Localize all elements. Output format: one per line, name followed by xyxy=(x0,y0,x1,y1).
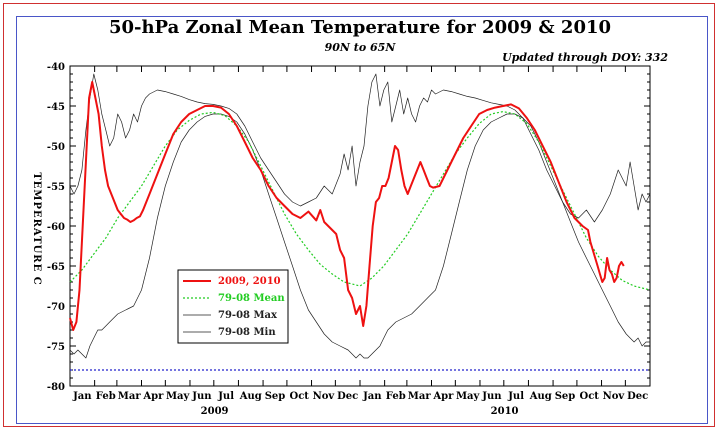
x-tick-label: Jul xyxy=(217,391,234,402)
outer-frame xyxy=(3,3,715,427)
legend-label-mean: 79-08 Mean xyxy=(218,293,285,304)
y-axis: -40 -45 -50 -55 -60 -65 -70 -75 -80 xyxy=(47,62,650,393)
x-axis: Jan Feb Mar Apr May Jun Jul Aug Sep Oct Nov Dec Jan F… xyxy=(69,66,648,417)
chart-subtitle: 90N to 65N xyxy=(325,41,397,54)
x-tick-label: Nov xyxy=(603,391,626,402)
x-tick-label: Aug xyxy=(529,391,552,402)
inner-frame xyxy=(16,16,708,424)
x-tick-label: Mar xyxy=(118,391,142,402)
x-tick-label: Feb xyxy=(96,391,116,402)
x-tick-label: Jan xyxy=(362,391,382,402)
update-note: Updated through DOY: 332 xyxy=(502,51,668,64)
plot-area xyxy=(69,65,651,387)
x-tick-label: Mar xyxy=(408,391,432,402)
legend-box xyxy=(177,269,289,344)
x-tick-label: Sep xyxy=(555,391,576,402)
x-tick-label: May xyxy=(166,391,191,402)
y-tick-label: -55 xyxy=(47,182,65,193)
y-tick-label: -60 xyxy=(47,222,65,233)
series-line-observed xyxy=(69,81,625,331)
x-tick-label: Apr xyxy=(432,391,454,402)
x-tick-label: Oct xyxy=(290,391,310,402)
legend: 2009, 2010 79-08 Mean 79-08 Max 79-08 Mi… xyxy=(177,269,289,344)
y-tick-label: -80 xyxy=(47,382,65,393)
x-tick-label: Nov xyxy=(313,391,336,402)
year-label-2009: 2009 xyxy=(201,406,229,417)
x-tick-label: Oct xyxy=(580,391,600,402)
y-tick-label: -40 xyxy=(47,62,65,73)
y-tick-label: -70 xyxy=(47,302,65,313)
legend-label-max: 79-08 Max xyxy=(218,310,278,321)
y-tick-label: -75 xyxy=(47,342,65,353)
year-label-2010: 2010 xyxy=(491,406,519,417)
x-tick-label: Dec xyxy=(337,391,358,402)
y-axis-label: TEMPERATURE C xyxy=(31,172,42,285)
x-tick-label: Jan xyxy=(72,391,92,402)
x-tick-label: Dec xyxy=(627,391,648,402)
x-tick-label: Aug xyxy=(239,391,262,402)
series-line-min xyxy=(69,113,650,359)
chart-title: 50-hPa Zonal Mean Temperature for 2009 &… xyxy=(109,17,611,38)
x-tick-label: Jun xyxy=(481,391,502,402)
x-tick-label: May xyxy=(456,391,481,402)
x-tick-label: Jul xyxy=(507,391,524,402)
y-tick-label: -65 xyxy=(47,262,65,273)
legend-label-obs: 2009, 2010 xyxy=(218,276,281,287)
y-tick-label: -50 xyxy=(47,142,65,153)
series-group xyxy=(69,73,651,371)
x-tick-label: Apr xyxy=(142,391,164,402)
legend-label-min: 79-08 Min xyxy=(218,327,276,338)
x-tick-label: Jun xyxy=(191,391,212,402)
y-tick-label: -45 xyxy=(47,102,65,113)
series-line-mean xyxy=(69,110,651,291)
series-line-max xyxy=(69,73,651,223)
x-tick-label: Feb xyxy=(386,391,406,402)
x-tick-label: Sep xyxy=(265,391,286,402)
